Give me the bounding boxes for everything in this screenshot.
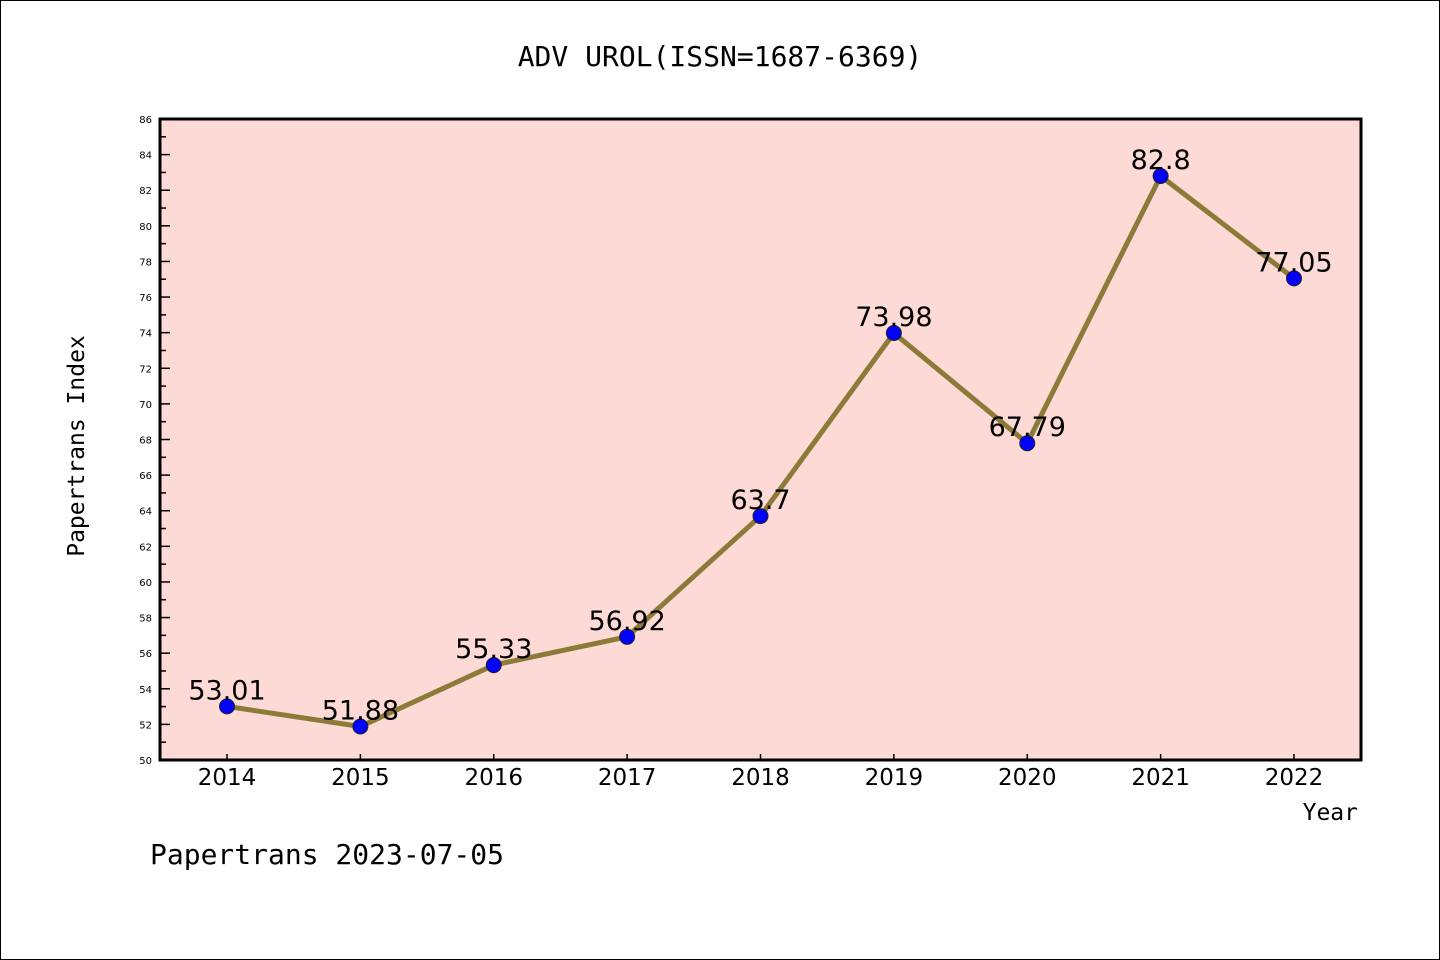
data-label: 82.8 — [1131, 145, 1191, 176]
y-axis-label: Papertrans Index — [64, 335, 90, 557]
x-tick-label: 2015 — [331, 765, 390, 791]
y-tick-label: 86 — [139, 115, 152, 126]
x-tick-label: 2021 — [1131, 765, 1190, 791]
data-point — [219, 698, 235, 715]
y-tick-label: 62 — [139, 542, 152, 553]
x-axis-label: Year — [1303, 800, 1358, 826]
y-tick-label: 56 — [139, 649, 152, 660]
y-tick-label: 68 — [139, 436, 152, 447]
y-tick-label: 60 — [139, 578, 152, 589]
x-tick-label: 2018 — [731, 765, 790, 791]
data-label: 77.05 — [1255, 247, 1332, 278]
y-tick-label: 76 — [139, 293, 152, 304]
data-point — [485, 657, 502, 674]
data-point — [352, 718, 369, 735]
plot-area — [158, 117, 1363, 762]
y-tick-label: 50 — [139, 756, 152, 767]
x-tick-label: 2019 — [865, 765, 924, 791]
y-tick-label: 84 — [139, 151, 152, 162]
y-tick-label: 58 — [139, 614, 152, 625]
data-point — [752, 508, 769, 525]
chart-title: ADV UROL(ISSN=1687-6369) — [518, 40, 923, 73]
data-label: 53.01 — [188, 675, 265, 706]
data-point — [1152, 167, 1169, 184]
y-tick-label: 80 — [139, 222, 152, 233]
y-tick-label: 72 — [139, 364, 152, 375]
footer-text: Papertrans 2023-07-05 — [150, 838, 504, 871]
y-tick-label: 64 — [139, 507, 152, 518]
data-label: 55.33 — [455, 634, 532, 665]
x-tick-label: 2016 — [464, 765, 523, 791]
x-tick-label: 2017 — [598, 765, 657, 791]
y-tick-label: 66 — [139, 471, 152, 482]
y-tick-label: 82 — [139, 186, 152, 197]
data-point — [1019, 435, 1036, 452]
data-point — [1286, 270, 1302, 287]
data-label: 63.7 — [730, 485, 790, 516]
y-tick-label: 52 — [139, 720, 152, 731]
y-tick-label: 78 — [139, 257, 152, 268]
x-tick-label: 2022 — [1265, 765, 1324, 791]
y-tick-label: 70 — [139, 400, 152, 411]
data-label: 67.79 — [989, 412, 1066, 443]
x-tick-label: 2020 — [998, 765, 1057, 791]
data-label: 73.98 — [855, 302, 932, 333]
x-tick-label: 2014 — [198, 765, 257, 791]
y-tick-label: 54 — [139, 685, 152, 696]
data-label: 51.88 — [322, 696, 399, 727]
data-label: 56.92 — [588, 606, 665, 637]
data-point — [619, 628, 636, 645]
data-point — [885, 325, 902, 342]
y-tick-label: 74 — [139, 329, 152, 340]
